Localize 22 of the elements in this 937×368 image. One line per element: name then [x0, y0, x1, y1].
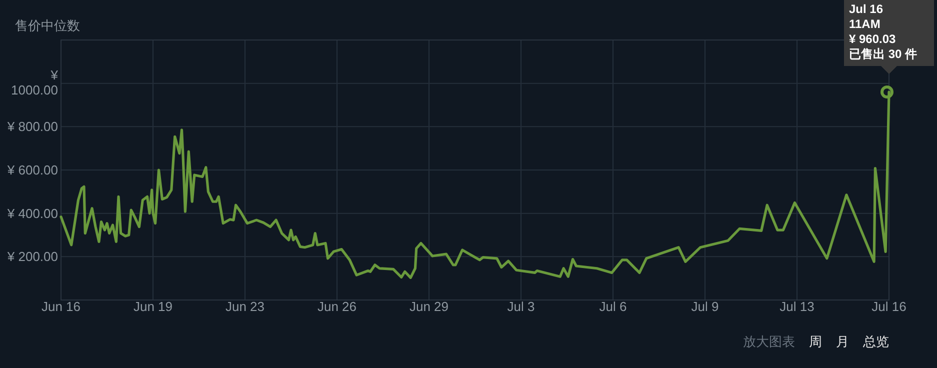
x-tick-label: Jul 3	[507, 299, 535, 314]
y-tick-label: ¥ 1000.00	[11, 67, 59, 98]
y-tick-label: ¥ 200.00	[6, 249, 58, 264]
y-tick-label: ¥ 800.00	[6, 119, 58, 134]
x-tick-label: Jun 19	[133, 299, 173, 314]
x-tick-label: Jun 16	[41, 299, 81, 314]
x-tick-label: Jun 26	[317, 299, 357, 314]
annotation: Jul 16 11AM ¥ 960.03 已售出 30 件	[849, 2, 918, 61]
chart-title: 售价中位数	[15, 18, 80, 33]
text: 周	[809, 334, 822, 349]
tooltip: Jul 16 11AM ¥ 960.03 已售出 30 件	[844, 0, 934, 98]
y-tick-label: ¥ 600.00	[6, 162, 58, 178]
x-tick-label: Jul 6	[599, 299, 627, 314]
text: 月	[836, 334, 849, 349]
text: 放大图表	[743, 334, 795, 349]
x-tick-label: Jul 16	[872, 299, 906, 314]
x-tick-label: Jun 23	[225, 299, 265, 314]
text: 总览	[862, 334, 889, 349]
x-tick-label: Jul 9	[691, 299, 719, 314]
x-tick-label: Jul 13	[780, 299, 814, 314]
y-tick-label: ¥ 400.00	[6, 206, 58, 221]
x-tick-label: Jun 29	[409, 299, 449, 314]
